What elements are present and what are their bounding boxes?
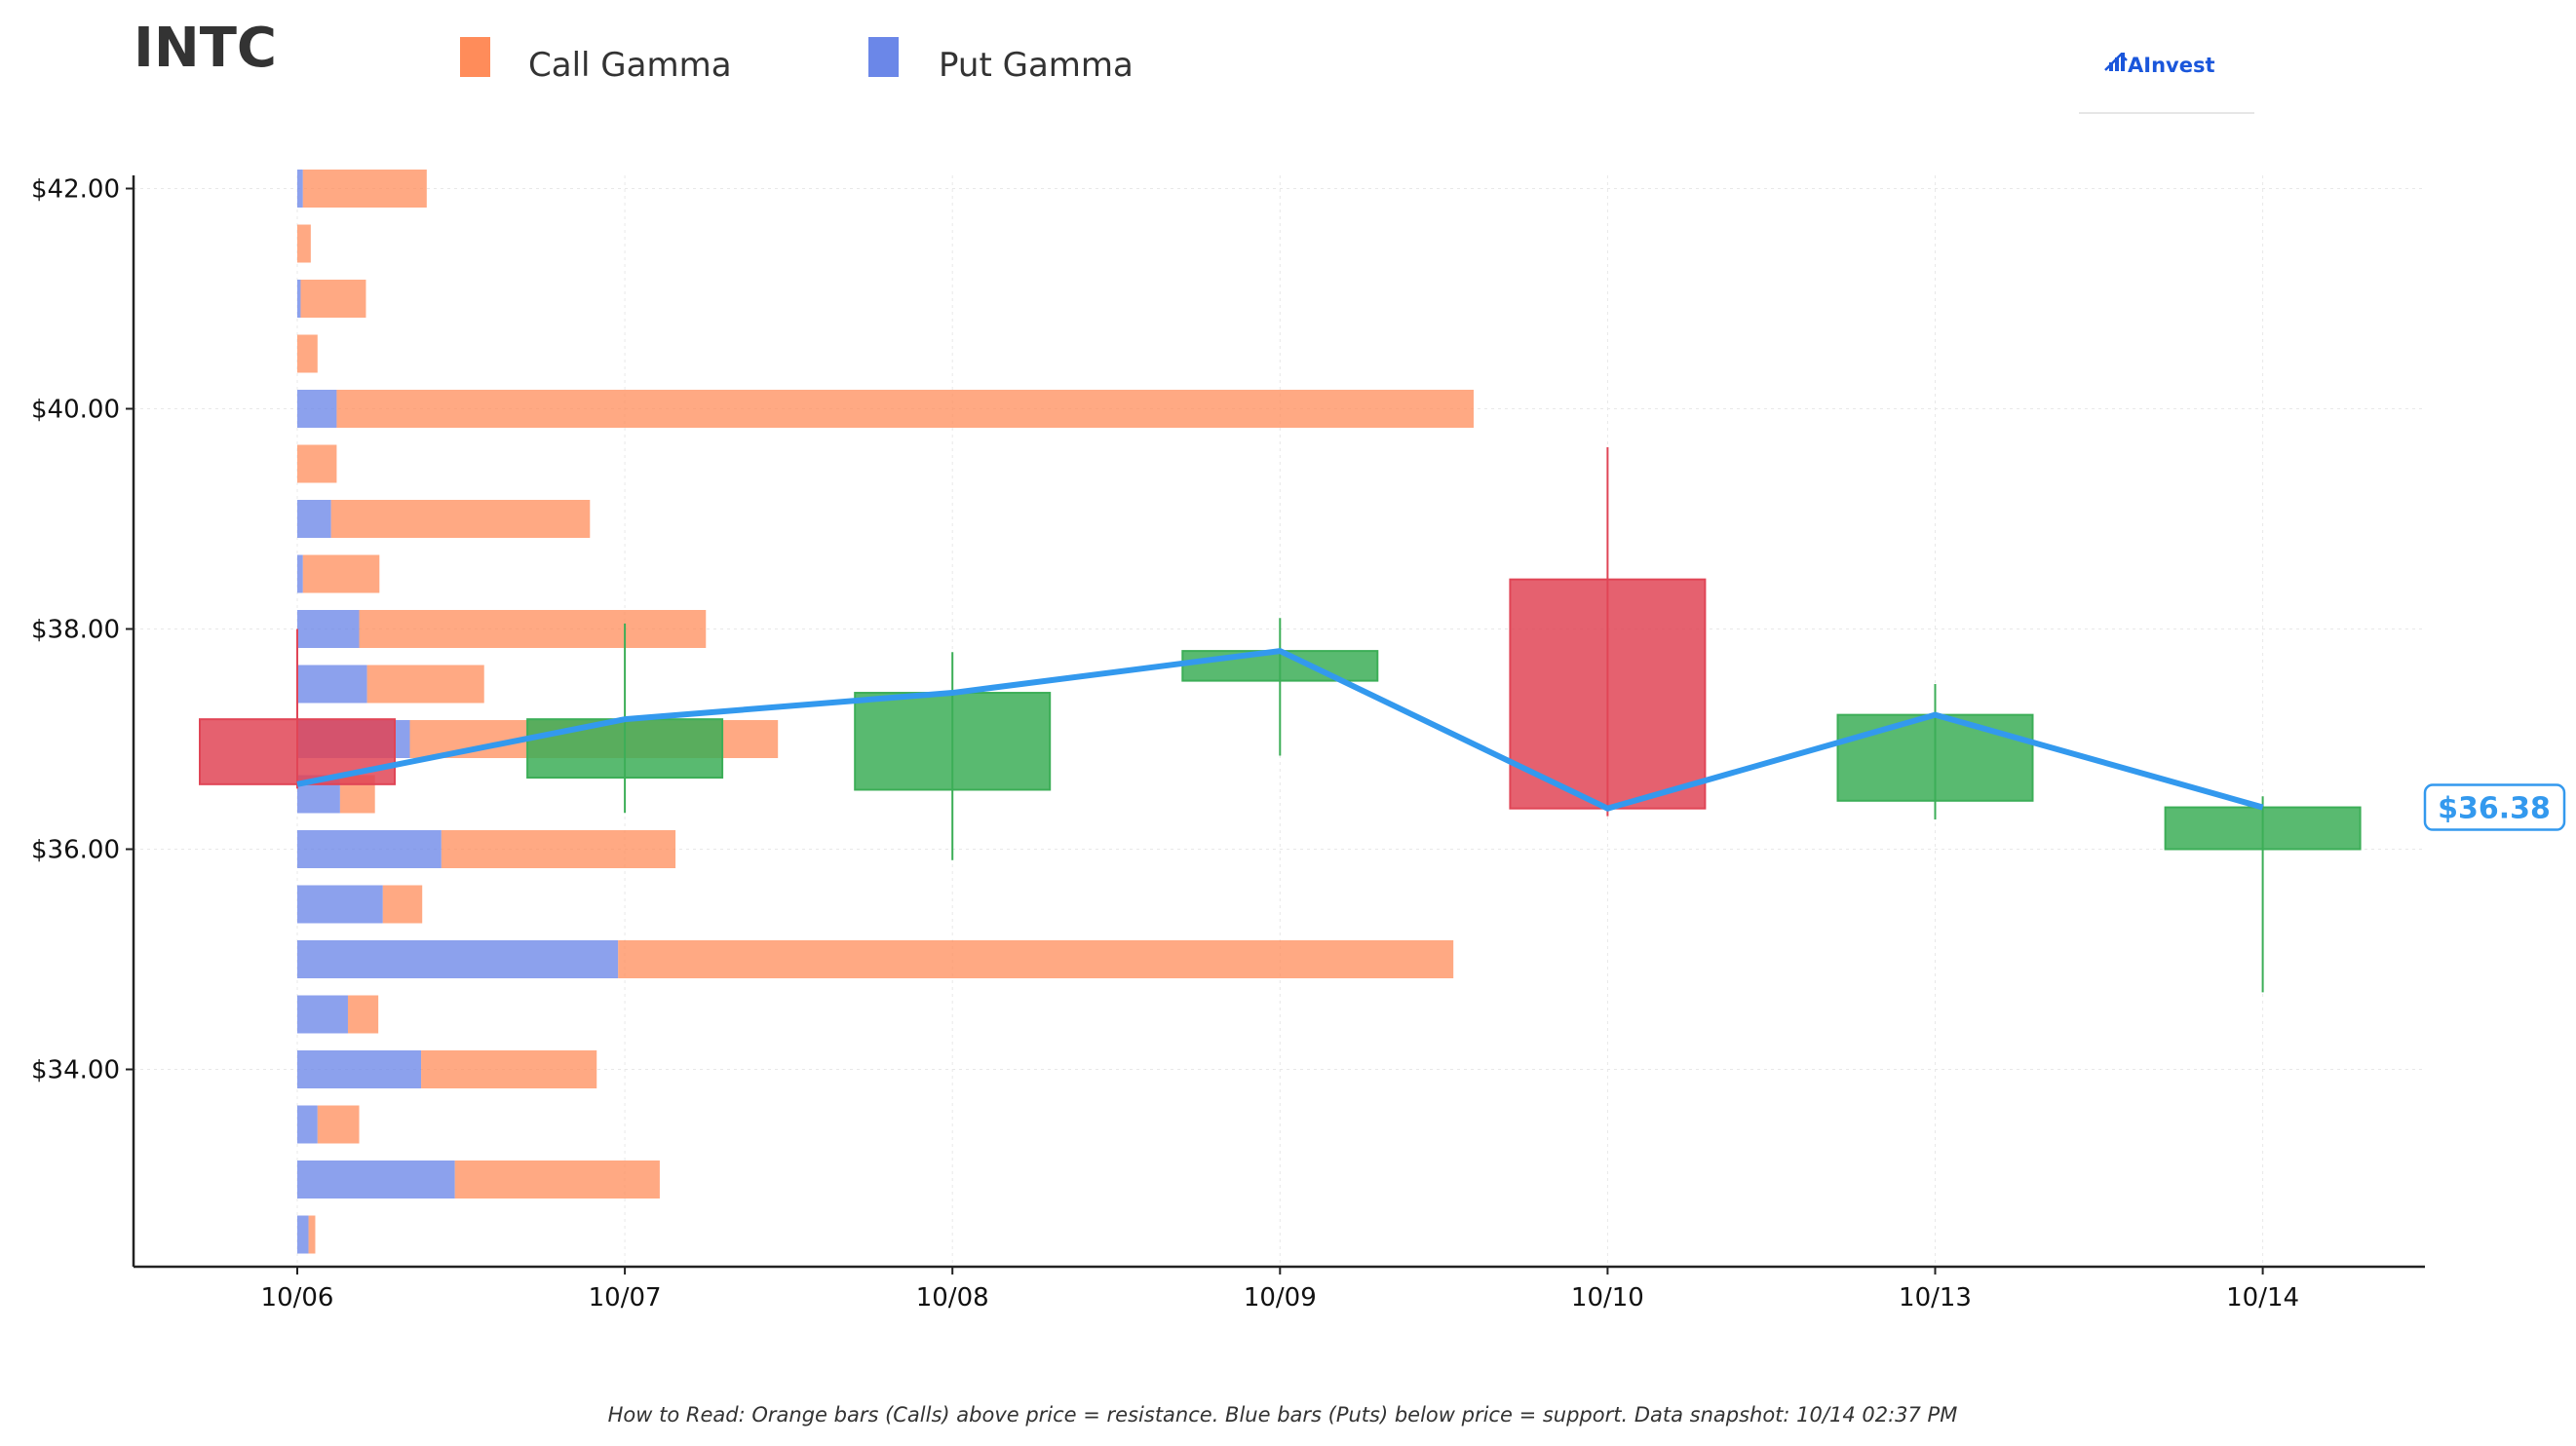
legend-call-label: Call Gamma (528, 46, 732, 85)
candles (199, 447, 2362, 993)
call-gamma-bar (317, 1105, 360, 1144)
put-gamma-bar (297, 885, 383, 924)
current-price-box (2423, 783, 2566, 831)
candle-body (526, 718, 724, 780)
x-tick-label: 10/07 (589, 1283, 662, 1313)
x-tick-label: 10/13 (1899, 1283, 1972, 1313)
put-gamma-bar (297, 554, 303, 593)
candle-body (199, 718, 396, 785)
candle-body (854, 692, 1052, 791)
put-gamma-bar (297, 500, 331, 538)
ainvest-logo: AInvest (2079, 53, 2254, 114)
put-gamma-bar (297, 665, 367, 704)
candle-body (1836, 713, 2034, 802)
y-tick-label: $42.00 (31, 175, 120, 205)
call-gamma-bar (308, 1215, 316, 1254)
gamma-bars (297, 170, 1474, 1254)
call-gamma-bar (336, 390, 1474, 428)
y-tick-label: $40.00 (31, 396, 120, 425)
call-gamma-bar (359, 610, 707, 648)
x-tick-label: 10/06 (261, 1283, 334, 1313)
ainvest-chart-icon (2104, 53, 2128, 71)
call-gamma-bar (421, 1050, 597, 1088)
current-price-tag: $36.38 (2423, 783, 2566, 831)
legend-put-label: Put Gamma (939, 46, 1134, 85)
candle-body (1509, 578, 1707, 810)
ainvest-logo-text: AInvest (2128, 54, 2215, 77)
put-gamma-bar (297, 1215, 309, 1254)
call-gamma-bar (302, 170, 427, 208)
call-gamma-bar (441, 830, 676, 868)
put-gamma-bar (297, 170, 303, 208)
x-tick-label: 10/14 (2226, 1283, 2299, 1313)
put-gamma-bar (297, 610, 360, 648)
put-gamma-bar (297, 995, 348, 1034)
y-tick-label: $38.00 (31, 616, 120, 645)
call-gamma-bar (330, 500, 591, 538)
call-gamma-bar (618, 940, 1454, 978)
call-gamma-bar (297, 224, 311, 263)
footnote: How to Read: Orange bars (Calls) above p… (608, 1403, 1958, 1427)
y-tick-label: $34.00 (31, 1056, 120, 1085)
put-gamma-bar (297, 830, 442, 868)
x-tick-label: 10/10 (1571, 1283, 1644, 1313)
current-price-label: $36.38 (2438, 792, 2551, 826)
x-ticks: 10/06 10/07 10/08 10/09 10/10 10/13 10/14 (261, 1267, 2299, 1313)
call-gamma-bar (297, 334, 318, 373)
chart-title: INTC (134, 17, 277, 80)
put-gamma-bar (297, 1105, 318, 1144)
put-gamma-bar (297, 1161, 455, 1199)
call-gamma-bar (454, 1161, 660, 1199)
y-tick-label: $36.00 (31, 836, 120, 865)
close-price-line (296, 648, 2264, 812)
legend-call-swatch (460, 37, 490, 77)
put-gamma-bar (297, 280, 301, 318)
call-gamma-bar (297, 444, 337, 483)
call-gamma-bar (302, 554, 380, 593)
legend: Call Gamma Put Gamma (460, 37, 1134, 85)
call-gamma-bar (366, 665, 484, 704)
call-gamma-bar (347, 995, 379, 1034)
candle-body (1181, 650, 1379, 682)
put-gamma-bar (297, 390, 337, 428)
y-ticks: $34.00 $36.00 $38.00 $40.00 $42.00 (31, 175, 134, 1085)
x-tick-label: 10/09 (1244, 1283, 1317, 1313)
x-tick-label: 10/08 (916, 1283, 989, 1313)
candle-body (2164, 806, 2362, 851)
legend-put-swatch (868, 37, 899, 77)
put-gamma-bar (297, 1050, 422, 1088)
call-gamma-bar (382, 885, 423, 924)
put-gamma-bar (297, 940, 619, 978)
call-gamma-bar (300, 280, 366, 318)
